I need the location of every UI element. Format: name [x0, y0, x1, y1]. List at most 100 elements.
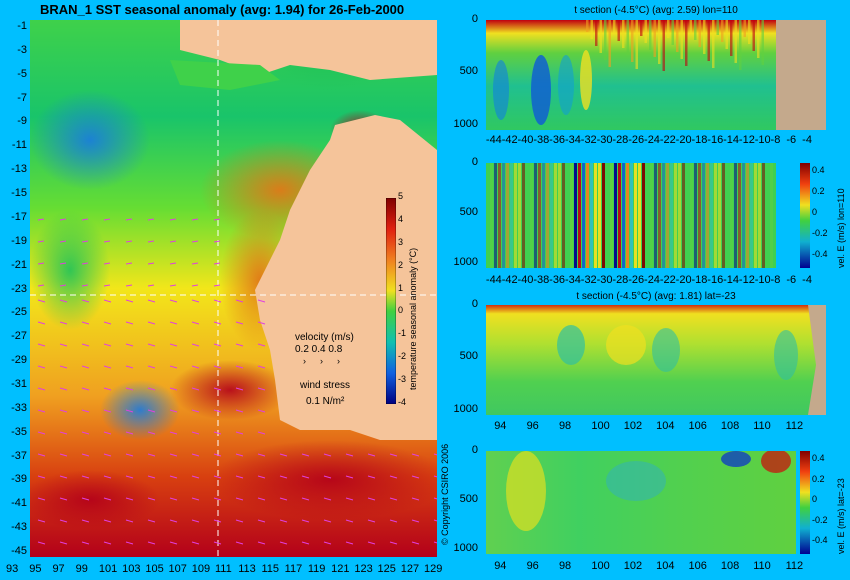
map-y-tick: -35	[11, 425, 27, 438]
section1-stripe	[734, 20, 737, 63]
map-y-tick: -13	[11, 163, 27, 176]
section2-x-tick: -18	[691, 274, 708, 286]
wind-arrow	[257, 431, 266, 435]
section2-x-tick: -14	[723, 274, 740, 286]
section1-x-tick: -30	[596, 134, 613, 146]
wind-stress-arrows	[37, 218, 437, 545]
wind-arrow	[389, 541, 398, 545]
section2-stripe	[638, 163, 641, 268]
wind-arrow	[37, 519, 46, 523]
wind-arrow	[191, 343, 200, 347]
wind-arrow	[103, 387, 112, 391]
section1-stripe	[644, 20, 647, 43]
wind-arrow	[191, 497, 200, 501]
wind-arrow	[147, 365, 156, 369]
map-y-tick: -27	[11, 330, 27, 343]
section2-stripe	[710, 163, 713, 268]
section2-stripe	[770, 163, 773, 268]
wind-arrow	[367, 453, 376, 457]
section4-colorbar-tick: 0	[812, 494, 818, 505]
section1-stripe	[676, 20, 679, 52]
map-x-tick: 107	[168, 563, 187, 575]
wind-arrow	[235, 453, 244, 457]
wind-arrow	[345, 453, 354, 457]
section2-stripe	[718, 163, 721, 268]
main-title: BRAN_1 SST seasonal anomaly (avg: 1.94) …	[40, 2, 405, 17]
wind-arrow	[235, 541, 244, 545]
wind-arrow	[125, 497, 134, 501]
map-colorbar-tick: 2	[398, 259, 404, 270]
section2-stripe	[698, 163, 701, 268]
wind-arrow	[147, 218, 155, 221]
section4-x-tick: 96	[526, 560, 539, 572]
map-colorbar-tick: 5	[398, 191, 404, 201]
wind-arrow	[147, 475, 156, 479]
section4-y-tick: 0	[471, 444, 478, 456]
section2-stripe	[542, 163, 545, 268]
section2-stripe	[618, 163, 621, 268]
wind-arrow	[323, 497, 332, 501]
wind-arrow	[169, 541, 178, 545]
section2-stripe	[626, 163, 629, 268]
wind-arrow	[411, 475, 420, 479]
section3-landmask	[808, 305, 826, 415]
wind-arrow	[301, 497, 310, 501]
wind-arrow	[37, 240, 45, 243]
section2-colorbar-tick: -0.2	[812, 228, 828, 238]
section1-stripe	[761, 20, 764, 65]
wind-arrow	[147, 299, 156, 303]
wind-arrow	[213, 475, 222, 479]
wind-arrow	[389, 519, 398, 523]
wind-arrow	[59, 343, 68, 347]
wind-arrow	[191, 519, 200, 523]
wind-arrow	[257, 387, 266, 391]
section1-x-tick: -44	[485, 134, 502, 146]
section3-x-tick: 100	[591, 420, 610, 432]
section2-stripe	[674, 163, 677, 268]
wind-arrow	[125, 541, 134, 545]
section2-stripe	[554, 163, 557, 268]
section2-stripe	[630, 163, 633, 268]
wind-arrow	[191, 453, 200, 457]
section2-stripe	[590, 163, 593, 268]
wind-arrow	[59, 431, 68, 435]
section2-stripe	[514, 163, 517, 268]
wind-arrow	[257, 321, 266, 325]
section1-stripe	[707, 20, 710, 61]
wind-arrow	[169, 453, 178, 457]
wind-arrow	[191, 409, 200, 413]
map-y-tick: -11	[11, 139, 27, 152]
wind-arrow	[103, 343, 112, 347]
wind-arrow	[191, 299, 200, 303]
wind-arrow	[323, 475, 332, 479]
wind-legend-label: wind stress	[299, 380, 350, 391]
section1-y-tick: 500	[459, 65, 478, 78]
section2-stripe	[754, 163, 757, 268]
wind-arrow	[147, 321, 156, 325]
section2-stripe	[726, 163, 729, 268]
section1-stripe	[716, 20, 719, 35]
wind-arrow	[191, 541, 200, 545]
section2-stripe	[706, 163, 709, 268]
section2-x-tick: -10	[754, 274, 771, 286]
wind-arrow	[147, 431, 156, 435]
wind-arrow	[169, 497, 178, 501]
wind-arrow	[81, 299, 90, 303]
wind-arrow	[125, 365, 134, 369]
wind-arrow	[345, 519, 354, 523]
section1-x-tick: -6	[786, 134, 797, 146]
wind-arrow	[257, 343, 266, 347]
section2-x-tick: -4	[802, 274, 812, 286]
wind-arrow	[147, 409, 156, 413]
copyright-text: © Copyright CSIRO 2006	[440, 443, 450, 545]
section2-x-tick: -32	[580, 274, 597, 286]
wind-arrow	[301, 475, 310, 479]
section2-stripe	[654, 163, 657, 268]
wind-arrow	[279, 519, 288, 523]
wind-arrow	[213, 365, 222, 369]
section1-x-tick: -40	[517, 134, 534, 146]
wind-arrow	[81, 343, 90, 347]
velocity-legend-label: velocity (m/s)	[295, 332, 354, 343]
wind-arrow	[235, 299, 244, 303]
map-colorbar	[386, 198, 396, 404]
